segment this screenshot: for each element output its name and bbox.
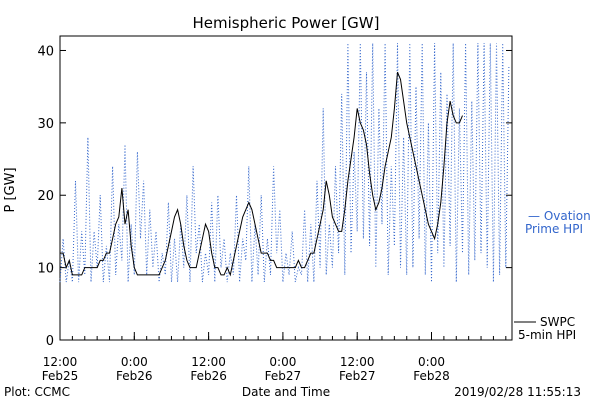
y-tick-label: 20 xyxy=(37,189,54,204)
series-layer xyxy=(59,43,510,283)
y-tick-label: 30 xyxy=(37,117,54,132)
x-tick-time: 12:00 xyxy=(43,355,78,369)
y-tick-label: 10 xyxy=(37,262,54,277)
plot-frame xyxy=(59,35,513,341)
x-tick-time: 0:00 xyxy=(418,355,445,369)
x-axis-label: Date and Time xyxy=(242,385,330,399)
x-tick-date: Feb25 xyxy=(42,369,79,383)
series-line-ovation-prime xyxy=(59,43,510,283)
legend-label-ovation-2: Prime HPI xyxy=(525,222,583,236)
plot-credit: Plot: CCMC xyxy=(4,385,70,399)
legend-label-swpc: SWPC xyxy=(540,315,575,329)
legend-label-ovation: — Ovation xyxy=(528,209,591,223)
x-tick-time: 12:00 xyxy=(340,355,375,369)
x-tick-date: Feb26 xyxy=(190,369,227,383)
x-tick-date: Feb27 xyxy=(339,369,376,383)
x-tick-date: Feb26 xyxy=(116,369,153,383)
series-line-swpc xyxy=(60,72,463,277)
x-tick-date: Feb28 xyxy=(413,369,450,383)
x-axis: 12:00Feb250:00Feb2612:00Feb260:00Feb2712… xyxy=(42,332,507,383)
chart-title: Hemispheric Power [GW] xyxy=(193,14,380,32)
plot-timestamp: 2019/02/28 11:55:13 xyxy=(454,385,581,399)
x-tick-time: 0:00 xyxy=(121,355,148,369)
y-tick-label: 0 xyxy=(46,334,54,349)
y-tick-label: 40 xyxy=(37,44,54,59)
y-axis-label: P [GW] xyxy=(3,167,18,212)
y-axis: 0 10 20 30 40 xyxy=(37,44,512,349)
x-tick-time: 0:00 xyxy=(269,355,296,369)
x-tick-date: Feb27 xyxy=(265,369,302,383)
legend-label-swpc-2: 5-min HPI xyxy=(518,328,576,342)
x-tick-time: 12:00 xyxy=(191,355,226,369)
